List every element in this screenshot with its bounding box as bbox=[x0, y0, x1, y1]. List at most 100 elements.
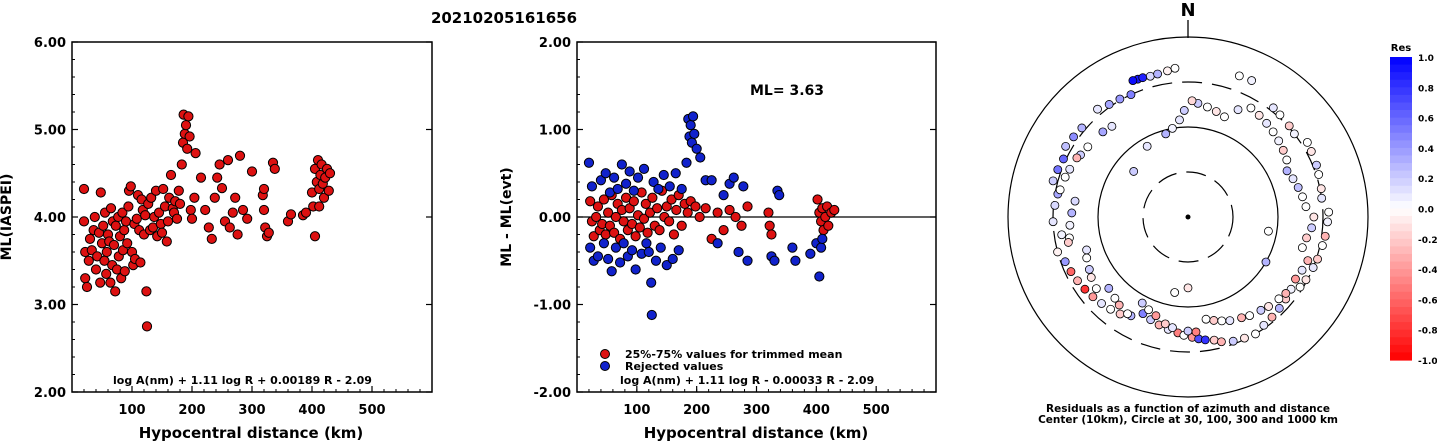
residual-point bbox=[1060, 257, 1070, 267]
colorbar-cell bbox=[1390, 57, 1412, 66]
left-point-series-0 bbox=[234, 150, 246, 161]
legend-label-trimmed: 25%-75% values for trimmed mean bbox=[625, 348, 842, 361]
middle-point-series-1 bbox=[638, 163, 650, 174]
residual-point bbox=[1153, 69, 1162, 79]
residual-point bbox=[1142, 141, 1152, 151]
left-point-series-0 bbox=[212, 172, 223, 183]
middle-xtick-label: 400 bbox=[803, 403, 830, 418]
residual-point bbox=[1137, 298, 1147, 308]
residual-point bbox=[1284, 121, 1294, 131]
middle-point-series-1 bbox=[712, 238, 723, 249]
left-point-series-0 bbox=[141, 286, 152, 297]
left-point-series-0 bbox=[232, 229, 243, 240]
residual-point bbox=[1104, 100, 1114, 109]
residual-point bbox=[1303, 256, 1313, 266]
residual-point bbox=[1313, 254, 1322, 264]
residual-point bbox=[1278, 145, 1288, 155]
residual-point bbox=[1217, 337, 1226, 347]
residual-point bbox=[1261, 257, 1271, 267]
left-point-series-0 bbox=[110, 286, 121, 297]
left-point-series-0 bbox=[190, 148, 201, 159]
colorbar-cell bbox=[1390, 314, 1412, 323]
middle-ytick-label: 0.00 bbox=[539, 211, 571, 226]
left-point-series-0 bbox=[98, 220, 109, 231]
residual-point bbox=[1106, 304, 1116, 314]
residual-point bbox=[1308, 263, 1318, 272]
left-point-series-0 bbox=[95, 277, 106, 288]
left-point-series-0 bbox=[105, 277, 116, 288]
left-point-series-0 bbox=[156, 227, 168, 238]
residual-point bbox=[1301, 202, 1311, 212]
residual-point bbox=[1200, 335, 1210, 345]
middle-point-series-0 bbox=[628, 196, 639, 207]
chart-middle: ML - ML(evt) Hypocentral distance (km) M… bbox=[499, 36, 937, 442]
colorbar-cell bbox=[1390, 291, 1412, 300]
residual-point bbox=[1123, 309, 1132, 319]
residual-point bbox=[1298, 192, 1307, 202]
colorbar-cell bbox=[1390, 337, 1412, 346]
middle-ytick-label: 2.00 bbox=[539, 36, 571, 51]
circle-300km bbox=[1052, 81, 1324, 353]
left-point-series-0 bbox=[165, 169, 177, 181]
residual-point bbox=[1057, 230, 1067, 240]
middle-point-series-0 bbox=[690, 201, 701, 212]
left-point-series-0 bbox=[171, 213, 183, 224]
figure-title: 20210205161656 bbox=[431, 9, 577, 27]
left-point-series-0 bbox=[80, 273, 91, 284]
colorbar-tick-label: 1.0 bbox=[1418, 54, 1434, 64]
residual-point bbox=[1104, 283, 1114, 293]
residual-point bbox=[1082, 245, 1092, 255]
middle-point-series-1 bbox=[583, 157, 595, 168]
residual-point bbox=[1302, 233, 1311, 243]
middle-point-series-0 bbox=[664, 216, 675, 227]
middle-point-series-1 bbox=[614, 257, 626, 268]
left-point-series-0 bbox=[141, 321, 153, 332]
middle-point-series-0 bbox=[700, 203, 711, 214]
left-point-series-0 bbox=[176, 159, 187, 170]
left-point-series-0 bbox=[184, 131, 195, 142]
residual-point bbox=[1060, 172, 1070, 182]
middle-point-series-1 bbox=[603, 253, 614, 265]
colorbar-tick-label: -0.2 bbox=[1418, 236, 1437, 246]
left-point-series-0 bbox=[174, 198, 186, 209]
residual-point bbox=[1203, 102, 1212, 112]
left-xtick-label: 200 bbox=[178, 403, 205, 418]
residual-point bbox=[1161, 129, 1171, 139]
residual-point bbox=[1267, 312, 1277, 322]
left-point-series-0 bbox=[110, 220, 121, 231]
residual-point bbox=[1187, 96, 1197, 106]
residual-point bbox=[1274, 136, 1284, 146]
middle-point-series-1 bbox=[667, 253, 678, 265]
left-point-series-0 bbox=[161, 236, 172, 247]
middle-point-series-0 bbox=[610, 211, 621, 223]
colorbar-tick-label: 0.0 bbox=[1418, 206, 1434, 216]
middle-point-series-1 bbox=[817, 233, 828, 244]
residual-point bbox=[1297, 243, 1307, 253]
colorbar-cell bbox=[1390, 147, 1412, 157]
residual-point bbox=[1053, 247, 1062, 257]
residual-point bbox=[1191, 327, 1201, 337]
middle-xtick-label: 300 bbox=[743, 403, 770, 418]
colorbar-cell bbox=[1390, 178, 1412, 187]
colorbar-cell bbox=[1390, 352, 1412, 361]
middle-point-series-1 bbox=[681, 157, 692, 168]
residual-point bbox=[1211, 107, 1221, 116]
residual-point bbox=[1240, 333, 1249, 343]
middle-point-series-0 bbox=[829, 204, 840, 216]
residual-point bbox=[1324, 207, 1334, 217]
colorbar-cell bbox=[1390, 170, 1412, 179]
colorbar-cell bbox=[1390, 125, 1412, 134]
middle-point-series-1 bbox=[728, 172, 739, 183]
residual-point bbox=[1306, 147, 1316, 156]
left-xlabel: Hypocentral distance (km) bbox=[139, 424, 364, 441]
middle-point-series-0 bbox=[592, 201, 604, 212]
legend-label-rejected: Rejected values bbox=[625, 360, 724, 373]
residual-point bbox=[1259, 320, 1269, 330]
middle-point-series-1 bbox=[676, 183, 687, 195]
left-point-series-0 bbox=[95, 187, 106, 198]
middle-point-series-0 bbox=[676, 220, 687, 231]
ml-annotation: ML= 3.63 bbox=[750, 83, 824, 99]
colorbar-tick-label: 0.8 bbox=[1418, 84, 1434, 94]
middle-point-series-1 bbox=[598, 238, 610, 249]
middle-point-series-1 bbox=[646, 309, 657, 321]
